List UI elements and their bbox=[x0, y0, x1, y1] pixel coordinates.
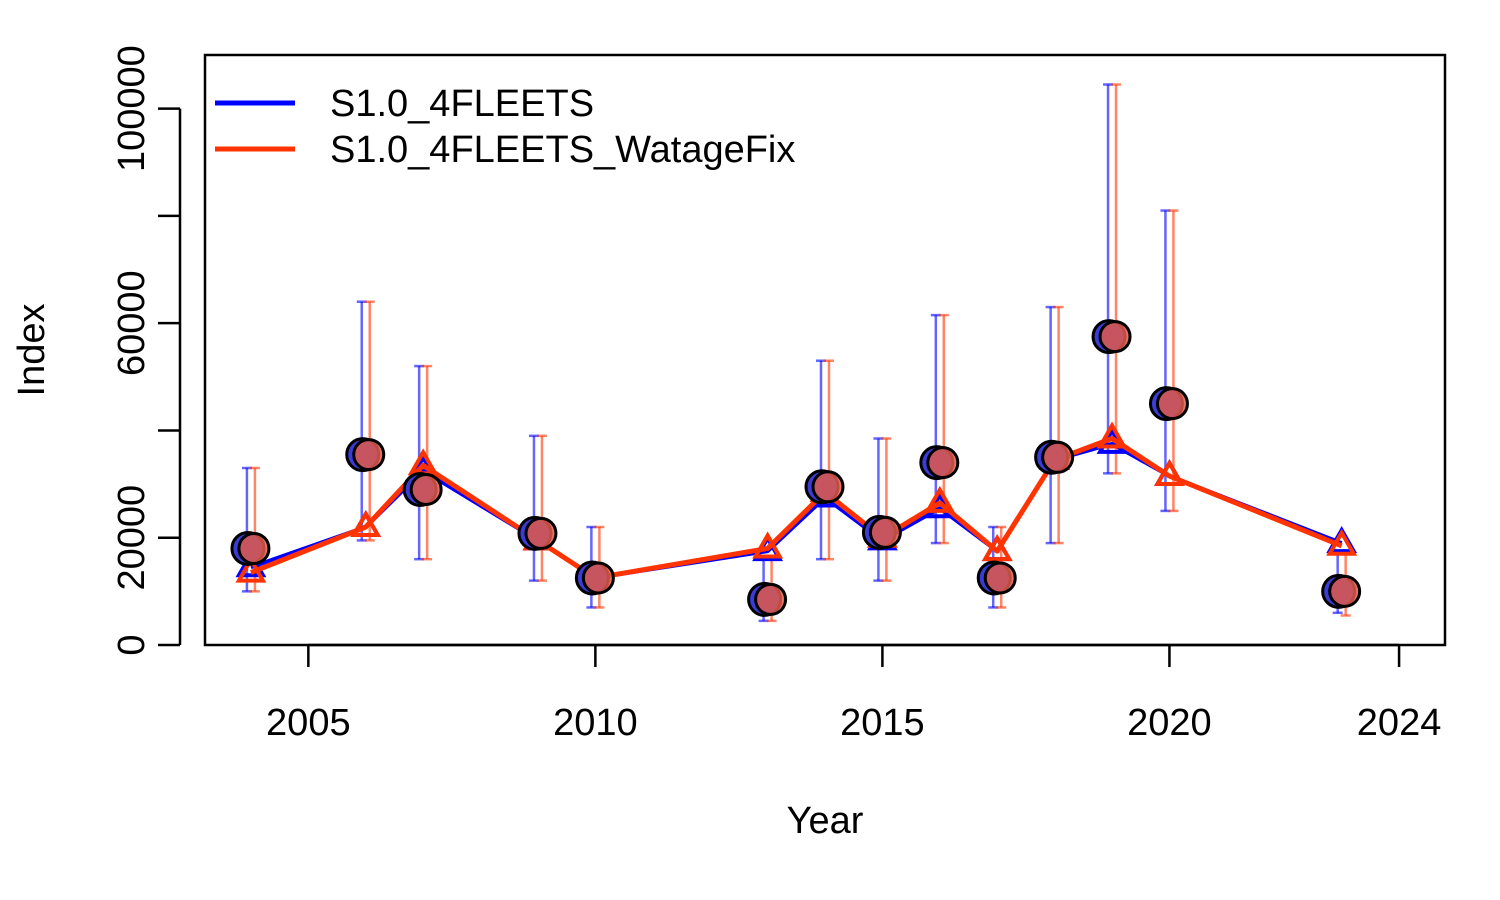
observed-point bbox=[811, 470, 845, 504]
y-tick-label: 0 bbox=[111, 634, 153, 655]
observed-point bbox=[581, 561, 615, 595]
series-marker bbox=[1096, 421, 1128, 449]
series-lines bbox=[235, 421, 1358, 588]
observed-point bbox=[1098, 320, 1132, 354]
legend-label: S1.0_4FLEETS_WatageFix bbox=[330, 129, 795, 171]
observed-point bbox=[352, 438, 386, 472]
series-marker bbox=[1153, 459, 1185, 487]
observed-point bbox=[1155, 387, 1189, 421]
series-marker bbox=[752, 531, 784, 559]
observed-point bbox=[409, 472, 443, 506]
observed-point bbox=[754, 582, 788, 616]
observed-point bbox=[868, 515, 902, 549]
y-tick-label: 60000 bbox=[111, 270, 153, 376]
series-marker bbox=[924, 485, 956, 513]
observed-point bbox=[983, 561, 1017, 595]
y-axis: 0 20000 60000 100000 bbox=[111, 45, 182, 656]
series-marker bbox=[981, 534, 1013, 562]
x-tick-label: 2005 bbox=[266, 702, 351, 744]
x-tick-label: 2024 bbox=[1357, 702, 1442, 744]
observed-point bbox=[524, 516, 558, 550]
observed-points bbox=[230, 319, 1362, 617]
observed-point bbox=[237, 531, 271, 565]
y-tick-label: 20000 bbox=[111, 485, 153, 591]
x-tick-label: 2015 bbox=[840, 702, 925, 744]
series-line bbox=[250, 436, 1343, 581]
x-axis: 2005 2010 2015 2020 2024 bbox=[266, 643, 1442, 744]
y-axis-title: Index bbox=[11, 304, 53, 397]
x-tick-label: 2010 bbox=[553, 702, 638, 744]
series-marker bbox=[1326, 528, 1358, 556]
series-marker bbox=[350, 509, 382, 537]
y-tick-label: 100000 bbox=[111, 45, 153, 172]
series-marker bbox=[235, 555, 267, 583]
x-tick-label: 2020 bbox=[1127, 702, 1212, 744]
observed-point bbox=[1041, 440, 1075, 474]
observed-point bbox=[1328, 574, 1362, 608]
legend-label: S1.0_4FLEETS bbox=[330, 83, 594, 125]
x-axis-title: Year bbox=[787, 800, 864, 842]
observed-point bbox=[926, 446, 960, 480]
